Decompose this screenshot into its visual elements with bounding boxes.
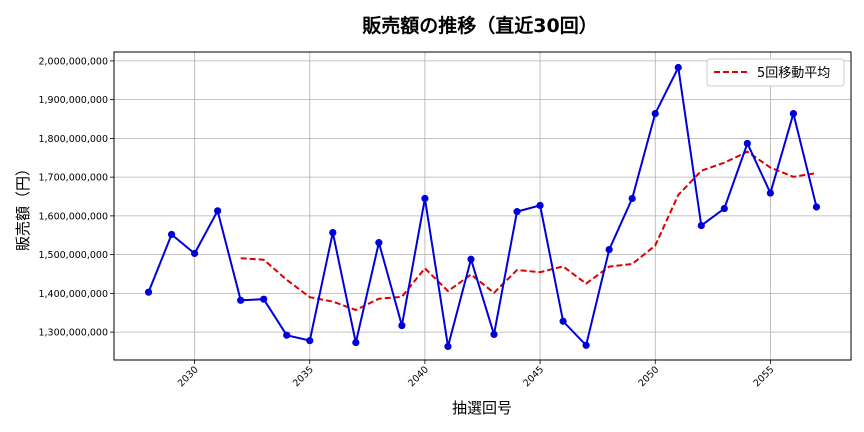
sales-marker: [306, 337, 314, 345]
sales-marker: [605, 245, 613, 254]
sales-marker: [628, 194, 636, 203]
y-tick-label: 2,000,000,000: [38, 56, 108, 67]
x-tick-label: 2035: [291, 364, 316, 389]
sales-marker: [697, 221, 705, 230]
sales-marker: [375, 239, 383, 247]
sales-marker: [536, 201, 544, 210]
y-tick-label: 1,400,000,000: [38, 289, 108, 300]
sales-marker: [444, 342, 452, 351]
sales-marker: [398, 321, 406, 330]
sales-marker: [352, 338, 360, 347]
sales-marker: [467, 255, 475, 263]
sales-marker: [766, 189, 774, 197]
sales-marker: [513, 208, 521, 216]
legend-label: 5回移動平均: [757, 66, 830, 81]
legend: 5回移動平均: [706, 58, 845, 87]
x-tick-label: 2030: [176, 364, 201, 389]
sales-marker: [789, 110, 798, 118]
sales-marker: [214, 207, 222, 215]
legend-box: [706, 58, 845, 87]
sales-marker: [651, 110, 659, 118]
moving-average-line: [240, 150, 817, 312]
sales-marker: [812, 203, 821, 211]
y-tick-label: 1,800,000,000: [38, 134, 108, 145]
sales-marker: [421, 194, 429, 203]
sales-marker: [191, 249, 199, 258]
sales-marker: [559, 317, 567, 325]
x-tick-label: 2045: [521, 364, 546, 389]
sales-marker: [260, 295, 268, 303]
sales-marker: [674, 63, 682, 72]
sales-marker: [720, 204, 728, 213]
y-tick-label: 1,500,000,000: [38, 250, 108, 261]
series-layer: [144, 63, 821, 351]
sales-marker: [167, 230, 176, 239]
x-tick-label: 2040: [406, 364, 431, 389]
x-axis-label: 抽選回号: [452, 399, 512, 417]
y-tick-label: 1,900,000,000: [38, 95, 108, 106]
y-axis-label: 販売額（円）: [14, 161, 32, 251]
y-tick-label: 1,300,000,000: [38, 328, 108, 339]
sales-marker: [329, 228, 337, 237]
sales-marker: [237, 296, 245, 304]
y-axis-ticks: 1,300,000,000 1,400,000,000 1,500,000,000 1…: [38, 56, 114, 339]
sales-marker: [490, 330, 498, 339]
x-tick-label: 2055: [752, 364, 777, 389]
y-tick-label: 1,700,000,000: [38, 173, 108, 184]
y-tick-label: 1,600,000,000: [38, 211, 108, 222]
plot-frame: [113, 51, 852, 361]
sales-marker: [582, 341, 590, 349]
x-axis-ticks: 2030 2035 2040 2045 2050 2055: [176, 360, 777, 389]
x-tick-label: 2050: [636, 364, 661, 389]
sales-marker: [743, 139, 751, 148]
sales-line: [147, 64, 818, 348]
sales-marker: [283, 331, 291, 339]
sales-marker: [144, 288, 153, 296]
grid-lines: [114, 52, 851, 360]
chart-title: 販売額の推移（直近30回）: [362, 14, 597, 37]
